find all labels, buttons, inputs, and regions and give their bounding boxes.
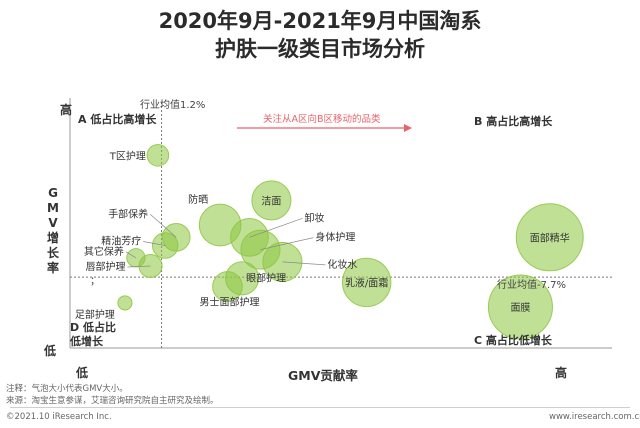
- x-reference-label: 行业均值1.2%: [140, 100, 206, 111]
- y-axis-title: GMV增长率: [46, 186, 59, 275]
- website-text: www.iresearch.com.cn: [549, 412, 640, 422]
- bubble-15: [487, 274, 553, 340]
- bubble-label-6: 唇部护理: [86, 260, 126, 273]
- bubble-label-4: 精油芳疗: [101, 235, 141, 248]
- bubble-label-2: 洁面: [261, 194, 281, 207]
- bubble-label-12: 眼部护理: [246, 271, 286, 284]
- bubble-2: [251, 180, 292, 221]
- bubble-leader-6: [127, 265, 151, 268]
- copyright-text: ©2021.10 iResearch Inc.: [6, 412, 112, 422]
- bubble-label-11: 男士面部护理: [199, 296, 259, 309]
- stray-mark: ；: [90, 276, 100, 287]
- quadrant-d-label: D 低占比 低增长: [70, 321, 116, 348]
- bubble-leader-4: [143, 241, 166, 246]
- bubble-leader-3: [149, 214, 177, 238]
- bubble-11: [212, 271, 243, 302]
- y-axis-high-label: 高: [60, 103, 73, 117]
- footer-divider: [10, 407, 630, 408]
- bubble-label-8: 卸妆: [304, 211, 324, 224]
- y-axis-low-label: 低: [44, 344, 57, 358]
- chart-title-line1: 2020年9月-2021年9月中国淘系: [158, 9, 482, 33]
- bubble-label-10: 化妆水: [327, 258, 357, 271]
- bubble-14: [515, 203, 584, 272]
- bubble-label-13: 乳液/面霜: [345, 276, 388, 289]
- quadrant-c-label: C 高占比低增长: [474, 334, 552, 347]
- quadrant-a-label: A 低占比高增长: [78, 113, 157, 126]
- annotation-text: 关注从A区向B区移动的品类: [263, 114, 381, 125]
- chart-title-line2: 护肤一级类目市场分析: [215, 37, 425, 61]
- bubble-label-9: 身体护理: [315, 231, 355, 244]
- bubble-leader-10: [282, 261, 326, 266]
- bubble-13: [341, 257, 392, 308]
- y-reference-label: 行业均值-7.7%: [497, 280, 567, 291]
- x-axis-title: GMV贡献率: [288, 368, 358, 383]
- annotation-arrow-head: [404, 124, 412, 132]
- bubble-label-5: 其它保养: [84, 245, 124, 258]
- bubble-0: [146, 143, 170, 167]
- bubble-leader-5: [125, 251, 137, 259]
- bubble-label-14: 面部精华: [530, 231, 570, 244]
- bubble-label-15: 面膜: [510, 302, 530, 314]
- x-axis-low-label: 低: [76, 366, 89, 380]
- x-axis-high-label: 高: [555, 366, 568, 380]
- source-text: 来源：淘宝生意参谋，艾瑞咨询研究院自主研究及绘制。: [6, 396, 219, 406]
- bubble-leader-9: [260, 237, 314, 250]
- quadrant-b-label: B 高占比高增长: [474, 115, 553, 128]
- bubble-7: [117, 295, 133, 311]
- bubble-8: [230, 217, 269, 257]
- bubble-leader-8: [249, 217, 303, 238]
- bubble-label-7: 足部护理: [75, 308, 115, 321]
- bubble-label-0: T区护理: [109, 149, 146, 162]
- note-text: 注释：气泡大小代表GMV大小。: [6, 384, 128, 394]
- bubble-label-3: 手部保养: [108, 207, 148, 220]
- bubble-label-1: 防晒: [188, 193, 208, 206]
